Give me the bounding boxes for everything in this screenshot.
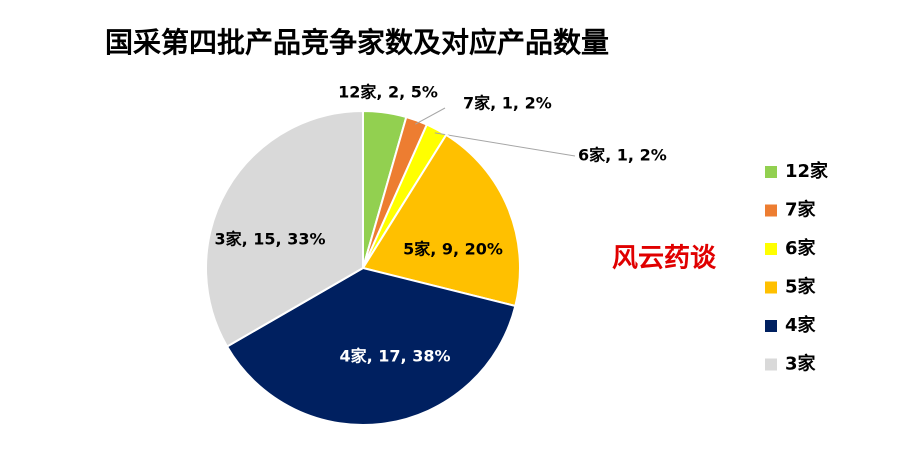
legend-label: 12家 xyxy=(785,160,829,182)
legend-swatch xyxy=(765,243,777,255)
data-label: 6家, 1, 2% xyxy=(578,146,667,165)
legend-label: 3家 xyxy=(785,353,817,375)
data-label: 4家, 17, 38% xyxy=(340,347,451,366)
chart-title: 国采第四批产品竞争家数及对应产品数量 xyxy=(105,26,609,59)
legend-label: 4家 xyxy=(785,314,817,336)
pie-slice xyxy=(225,266,517,426)
legend-label: 6家 xyxy=(785,237,817,259)
annotation: 风云药谈 xyxy=(612,244,717,274)
data-label: 5家, 9, 20% xyxy=(403,240,503,259)
legend-swatch xyxy=(765,166,777,178)
legend-swatch xyxy=(765,358,777,371)
legend-label: 5家 xyxy=(785,276,817,298)
pie-slice xyxy=(361,133,521,308)
leader-line xyxy=(434,132,576,157)
data-label: 3家, 15, 33% xyxy=(215,230,326,249)
pie-slice xyxy=(205,109,364,348)
legend-swatch xyxy=(765,320,777,332)
legend-label: 7家 xyxy=(785,199,817,221)
legend-swatch xyxy=(765,281,777,294)
leader-line xyxy=(415,107,446,125)
legend-swatch xyxy=(765,204,777,217)
data-label: 12家, 2, 5% xyxy=(338,83,438,102)
data-label: 7家, 1, 2% xyxy=(463,94,552,113)
